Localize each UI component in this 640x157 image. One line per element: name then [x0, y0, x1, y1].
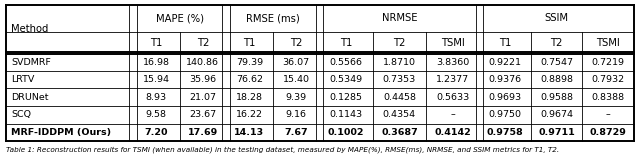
Text: DRUNet: DRUNet	[12, 93, 49, 102]
Text: 8.93: 8.93	[146, 93, 167, 102]
Text: LRTV: LRTV	[12, 75, 35, 84]
Text: 0.9588: 0.9588	[540, 93, 573, 102]
Text: 15.94: 15.94	[143, 75, 170, 84]
Text: 1.2377: 1.2377	[436, 75, 469, 84]
Text: 17.69: 17.69	[188, 128, 218, 137]
Text: 0.8898: 0.8898	[540, 75, 573, 84]
Text: 0.9750: 0.9750	[489, 110, 522, 119]
Text: 0.7547: 0.7547	[540, 57, 573, 67]
Text: 1.8710: 1.8710	[383, 57, 416, 67]
Text: SVDMRF: SVDMRF	[12, 57, 51, 67]
Text: Table 1: Reconstruction results for TSMI (when available) in the testing dataset: Table 1: Reconstruction results for TSMI…	[6, 147, 559, 153]
Text: 0.9221: 0.9221	[489, 57, 522, 67]
Text: 23.67: 23.67	[189, 110, 216, 119]
Text: 0.5349: 0.5349	[330, 75, 363, 84]
Text: RMSE (ms): RMSE (ms)	[246, 13, 300, 23]
Text: 0.4354: 0.4354	[383, 110, 416, 119]
Text: 14.13: 14.13	[234, 128, 264, 137]
Text: 0.5633: 0.5633	[436, 93, 470, 102]
Text: TSMI: TSMI	[596, 38, 620, 48]
Text: T2: T2	[290, 38, 302, 48]
Text: 76.62: 76.62	[236, 75, 263, 84]
Text: 0.8388: 0.8388	[591, 93, 625, 102]
Text: 0.5566: 0.5566	[330, 57, 362, 67]
Text: 0.9693: 0.9693	[489, 93, 522, 102]
Text: T1: T1	[340, 38, 352, 48]
Text: 9.58: 9.58	[146, 110, 167, 119]
Text: 0.8729: 0.8729	[589, 128, 627, 137]
Text: T2: T2	[393, 38, 406, 48]
Text: 0.4142: 0.4142	[435, 128, 471, 137]
Text: 0.7932: 0.7932	[591, 75, 625, 84]
Text: T2: T2	[550, 38, 563, 48]
Text: TSMI: TSMI	[441, 38, 465, 48]
Text: T1: T1	[499, 38, 511, 48]
Text: 0.3687: 0.3687	[381, 128, 418, 137]
Text: NRMSE: NRMSE	[381, 13, 417, 23]
Text: –: –	[451, 110, 455, 119]
Text: 0.9711: 0.9711	[538, 128, 575, 137]
Text: MRF-IDDPM (Ours): MRF-IDDPM (Ours)	[12, 128, 111, 137]
Text: 16.98: 16.98	[143, 57, 170, 67]
Text: 140.86: 140.86	[186, 57, 220, 67]
Text: 15.40: 15.40	[282, 75, 310, 84]
Text: 36.07: 36.07	[282, 57, 310, 67]
Text: 79.39: 79.39	[236, 57, 263, 67]
Text: 18.28: 18.28	[236, 93, 263, 102]
Text: 0.4458: 0.4458	[383, 93, 416, 102]
Text: –: –	[605, 110, 611, 119]
Text: 7.20: 7.20	[145, 128, 168, 137]
Text: Method: Method	[12, 24, 49, 34]
Text: 0.9758: 0.9758	[487, 128, 524, 137]
Text: 7.67: 7.67	[284, 128, 308, 137]
Text: SSIM: SSIM	[545, 13, 568, 23]
Text: 3.8360: 3.8360	[436, 57, 470, 67]
Text: 0.1002: 0.1002	[328, 128, 364, 137]
Text: 9.16: 9.16	[285, 110, 307, 119]
Text: 0.7353: 0.7353	[383, 75, 416, 84]
Text: T1: T1	[150, 38, 163, 48]
Text: 0.7219: 0.7219	[591, 57, 625, 67]
Text: T1: T1	[243, 38, 255, 48]
Text: 16.22: 16.22	[236, 110, 263, 119]
Text: T2: T2	[196, 38, 209, 48]
Text: SCQ: SCQ	[12, 110, 31, 119]
Text: 21.07: 21.07	[189, 93, 216, 102]
Text: 0.9376: 0.9376	[489, 75, 522, 84]
Text: 0.9674: 0.9674	[540, 110, 573, 119]
Text: 0.1143: 0.1143	[330, 110, 363, 119]
Text: MAPE (%): MAPE (%)	[156, 13, 204, 23]
Text: 35.96: 35.96	[189, 75, 216, 84]
Text: 0.1285: 0.1285	[330, 93, 362, 102]
Text: 9.39: 9.39	[285, 93, 307, 102]
